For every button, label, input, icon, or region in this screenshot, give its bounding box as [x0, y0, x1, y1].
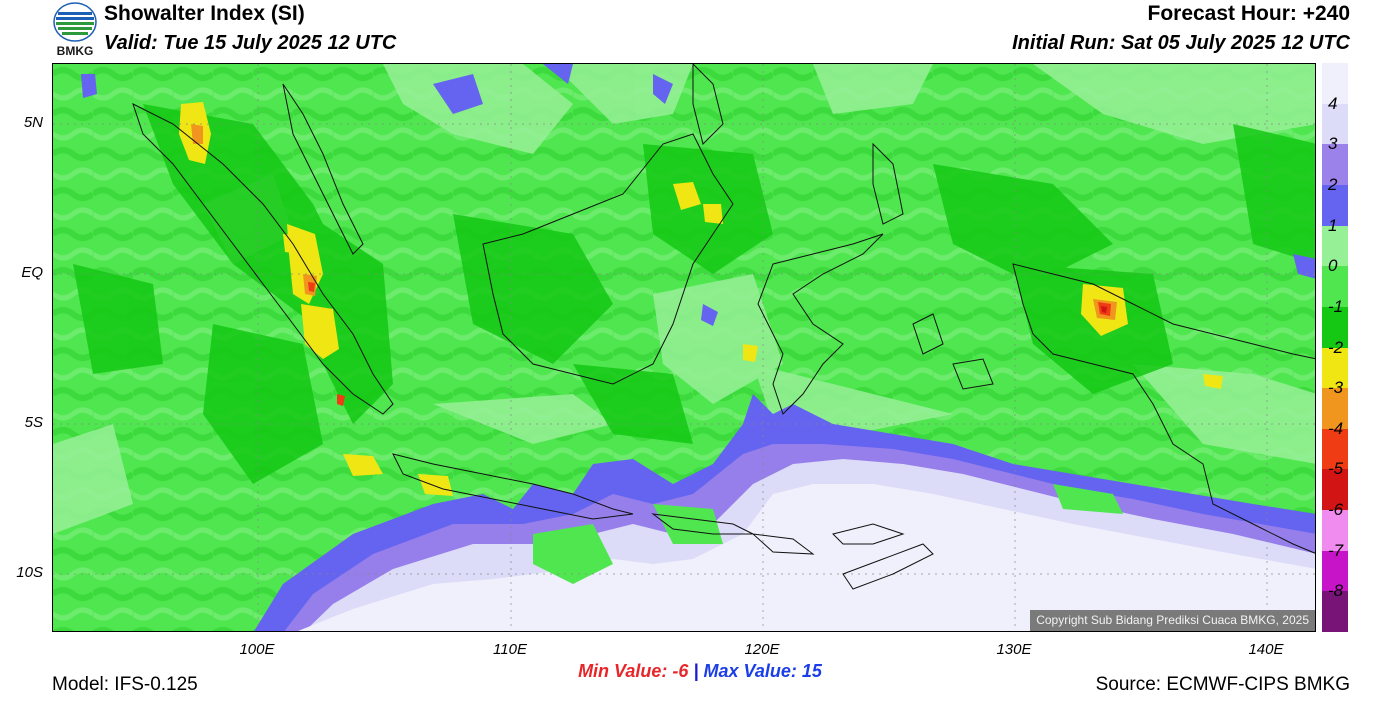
- legend-label: 4: [1328, 93, 1338, 113]
- field-green-patches: [533, 484, 1123, 584]
- legend-label: 3: [1328, 134, 1338, 154]
- legend-swatch: [1322, 591, 1348, 633]
- lat-label-10s: 10S: [16, 564, 43, 581]
- lon-label-100e: 100E: [239, 641, 275, 658]
- legend-swatch: [1322, 184, 1348, 226]
- legend-swatch: [1322, 306, 1348, 348]
- lon-label-110e: 110E: [493, 641, 527, 658]
- legend-label: -4: [1328, 418, 1344, 438]
- map-panel: Copyright Sub Bidang Prediksi Cuaca BMKG…: [52, 63, 1316, 632]
- lat-label-eq: EQ: [21, 264, 43, 281]
- valid-time: Valid: Tue 15 July 2025 12 UTC: [104, 32, 397, 54]
- legend-swatch: [1322, 103, 1348, 145]
- lon-label-130e: 130E: [996, 641, 1032, 658]
- lon-label-120e: 120E: [744, 641, 780, 658]
- model-label: Model: IFS-0.125: [52, 674, 198, 695]
- legend-swatch: [1322, 266, 1348, 308]
- legend-label: 2: [1328, 174, 1338, 194]
- lon-label-140e: 140E: [1248, 641, 1284, 658]
- copyright-notice: Copyright Sub Bidang Prediksi Cuaca BMKG…: [1030, 610, 1315, 631]
- legend-label: -6: [1328, 500, 1344, 520]
- initial-run: Initial Run: Sat 05 July 2025 12 UTC: [1012, 32, 1350, 54]
- field-blue-patches: [81, 64, 1315, 326]
- max-value: 15: [801, 661, 822, 681]
- legend-label: 0: [1328, 256, 1338, 276]
- coastlines: [132, 64, 1315, 590]
- forecast-hour: Forecast Hour: +240: [1147, 2, 1351, 25]
- chart-title: Showalter Index (SI): [104, 2, 305, 25]
- legend-swatch: [1322, 510, 1348, 552]
- min-value: -6: [672, 661, 689, 681]
- legend-swatch: [1322, 144, 1348, 186]
- legend-swatch: [1322, 225, 1348, 267]
- min-max-values: Min Value: -6 | Max Value: 15: [0, 661, 1400, 682]
- field-zone-light: [53, 64, 1315, 534]
- max-label: Max Value:: [703, 661, 797, 681]
- grid-lines: [53, 64, 1315, 631]
- legend-swatch: [1322, 388, 1348, 430]
- legend-label: -2: [1328, 337, 1344, 357]
- legend-label: -8: [1328, 581, 1344, 601]
- legend-label: -5: [1328, 459, 1344, 479]
- legend-label: 1: [1328, 215, 1338, 235]
- legend-label: -3: [1328, 378, 1344, 398]
- bmkg-logo: BMKG: [52, 2, 98, 58]
- lat-label-5n: 5N: [23, 114, 43, 131]
- field-stable-white: [298, 484, 1315, 631]
- legend-swatch: [1322, 469, 1348, 511]
- legend-swatch: [1322, 428, 1348, 470]
- min-label: Min Value:: [578, 661, 668, 681]
- logo-text: BMKG: [57, 44, 94, 58]
- min-max-separator: |: [693, 661, 699, 681]
- legend-swatch: [1322, 347, 1348, 389]
- legend-label: -7: [1328, 540, 1344, 560]
- source-label: Source: ECMWF-CIPS BMKG: [1095, 674, 1350, 695]
- legend-label: -1: [1328, 296, 1344, 316]
- lat-label-5s: 5S: [24, 414, 43, 431]
- legend-swatch: [1322, 63, 1348, 104]
- legend-swatch: [1322, 550, 1348, 592]
- color-legend: 4 3 2 1 0 -1 -2 -3 -4 -5 -6 -7 -8: [1322, 63, 1348, 633]
